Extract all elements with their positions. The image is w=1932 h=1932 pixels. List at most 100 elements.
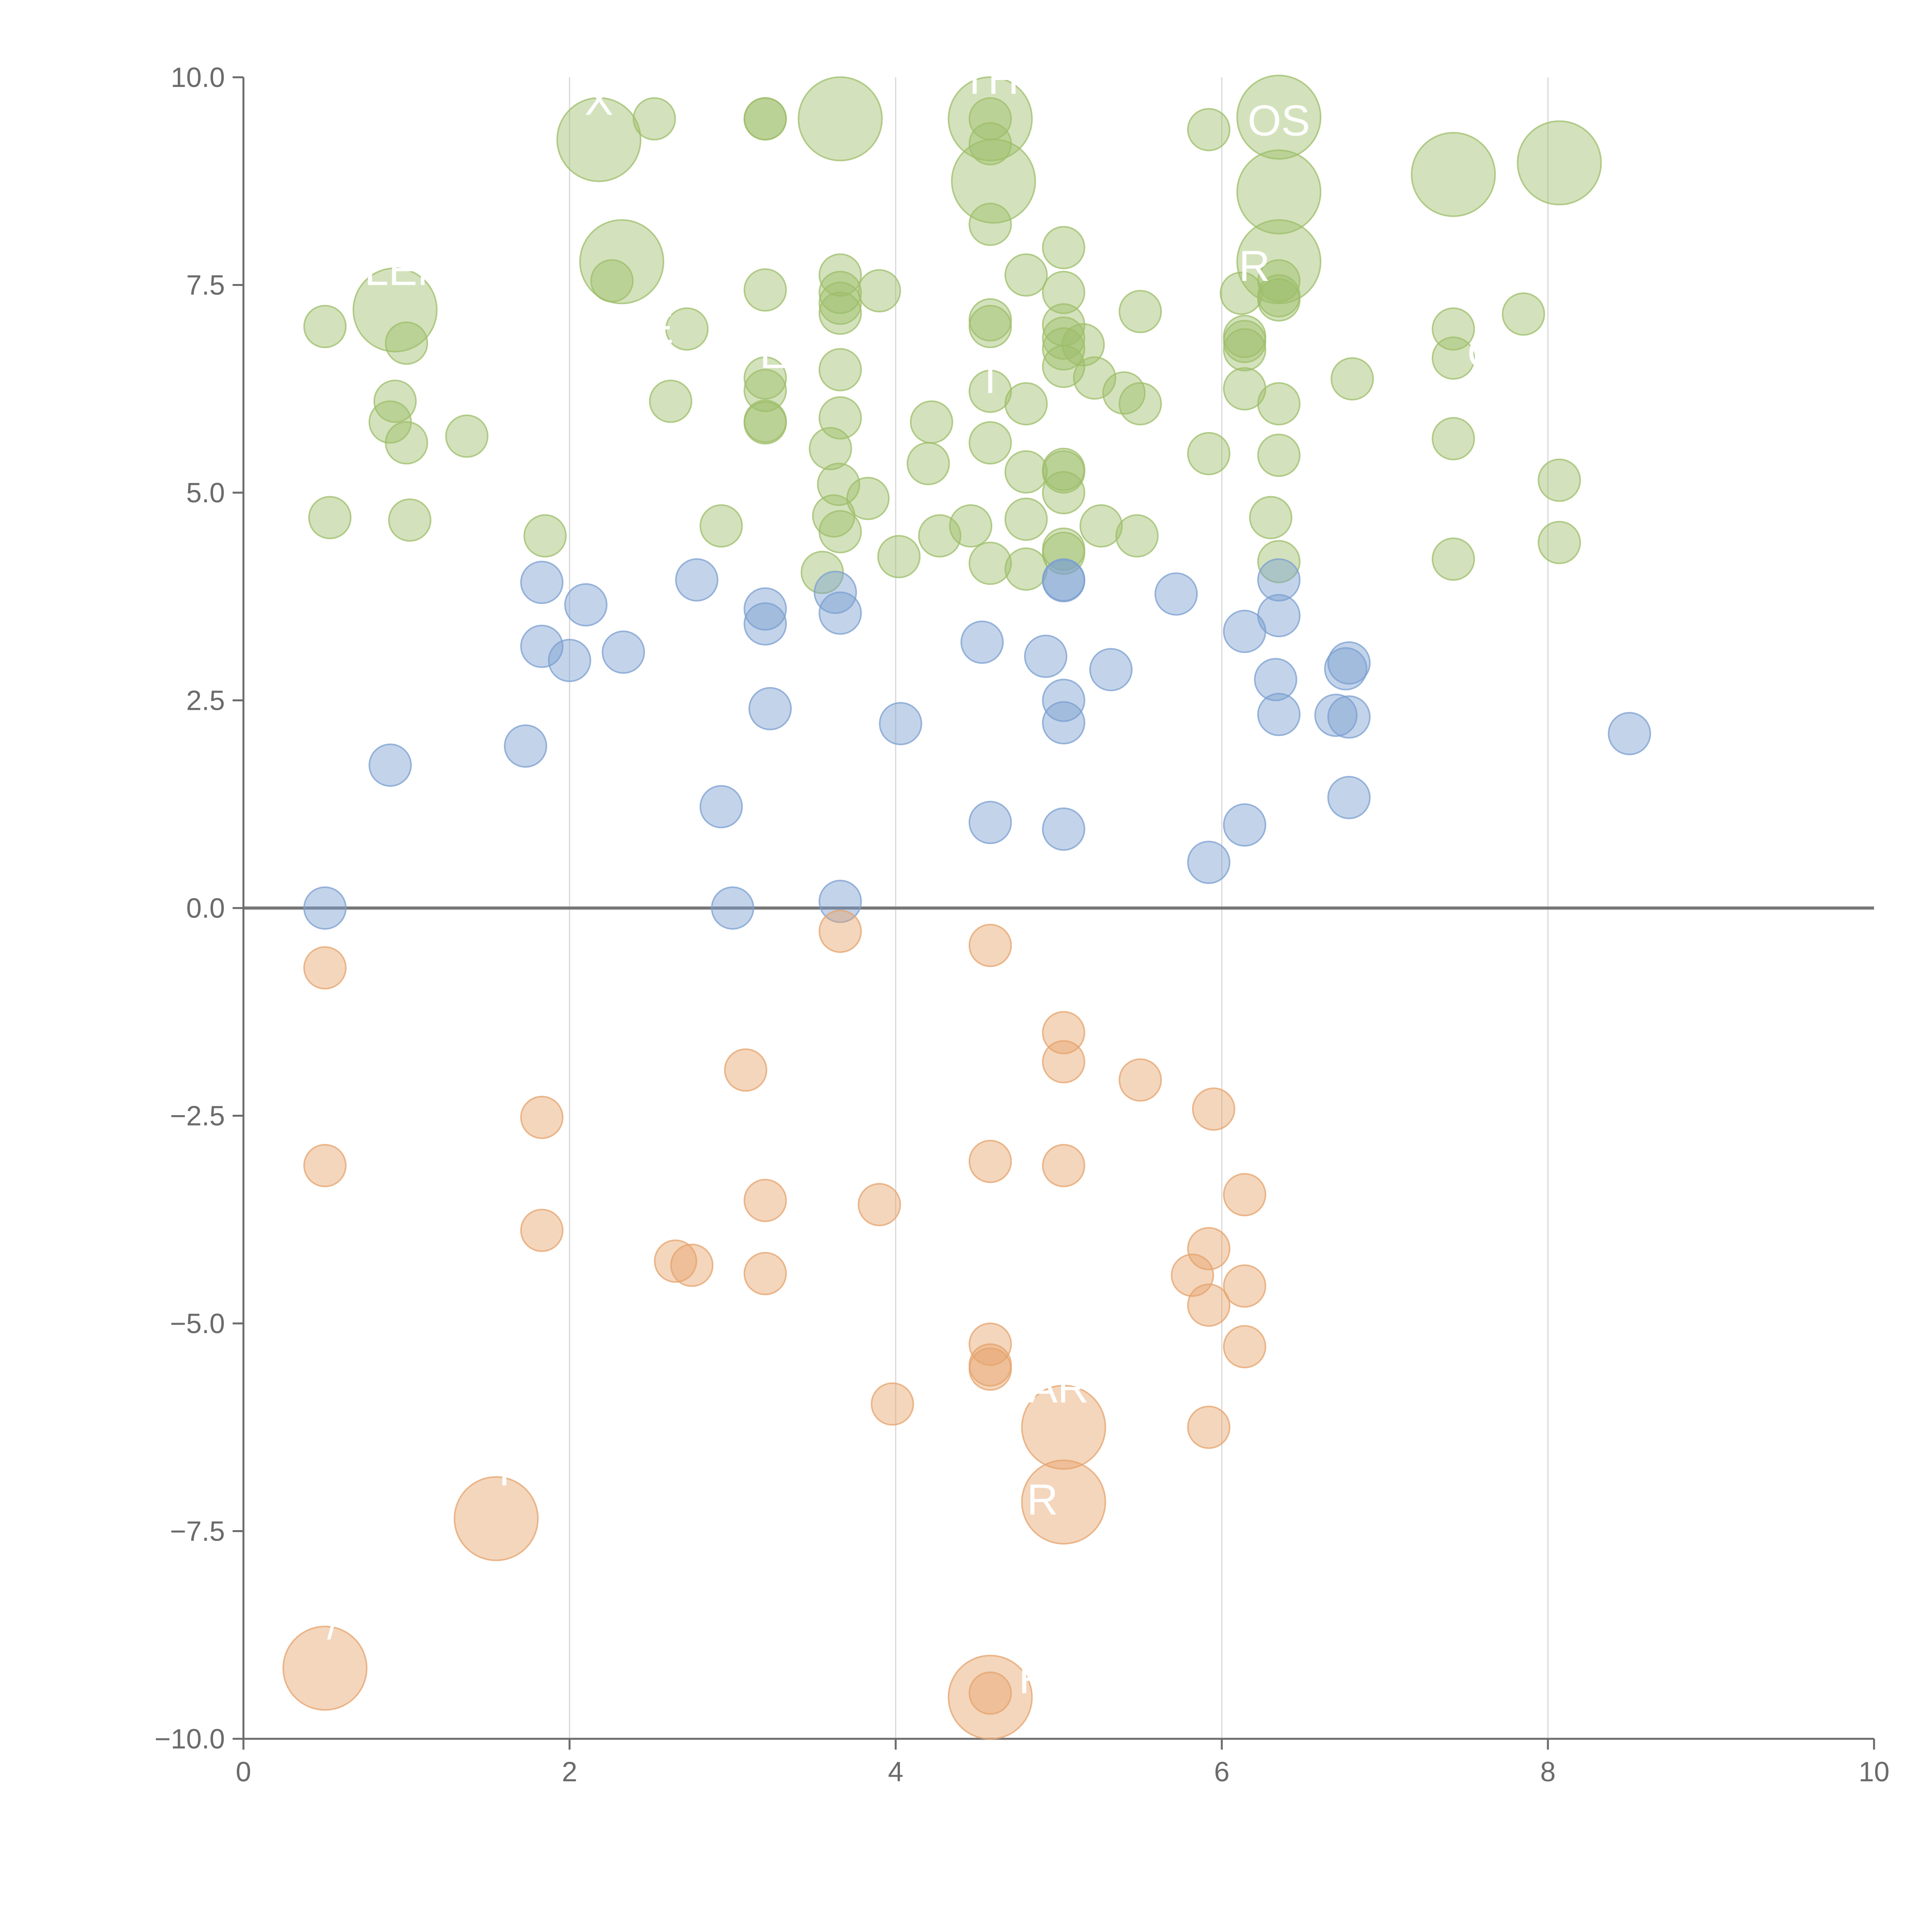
point-blue xyxy=(1223,803,1267,847)
point-green xyxy=(373,379,417,423)
point-green xyxy=(388,498,432,542)
point-green xyxy=(1102,371,1146,415)
x-tick-label: 10 xyxy=(1859,1757,1889,1787)
point-blue xyxy=(1089,648,1133,691)
point-blue xyxy=(1024,634,1068,678)
x-tick-label: 0 xyxy=(236,1757,251,1787)
point-orange xyxy=(1223,1325,1267,1369)
point-green xyxy=(308,496,352,539)
point-green xyxy=(818,291,862,335)
x-tick-label: 4 xyxy=(888,1757,903,1787)
point-label: I xyxy=(984,354,996,402)
y-tick-label: 10.0 xyxy=(171,62,225,93)
x-tick-label: 6 xyxy=(1214,1757,1230,1787)
point-green xyxy=(579,219,665,304)
point-orange xyxy=(968,923,1012,967)
point-blue xyxy=(879,702,922,745)
point-green xyxy=(1236,75,1321,160)
point-green xyxy=(947,76,1033,162)
series-blue xyxy=(303,558,1651,930)
series-green xyxy=(303,75,1602,594)
point-blue xyxy=(675,558,719,602)
point-green xyxy=(699,504,743,548)
point-blue xyxy=(602,630,645,674)
point-green xyxy=(1073,356,1116,400)
point-green xyxy=(1042,226,1085,269)
point-label: X xyxy=(585,76,614,124)
point-blue xyxy=(818,879,862,923)
point-orange xyxy=(654,1239,697,1283)
point-green xyxy=(1004,382,1048,425)
point-green xyxy=(1249,496,1293,539)
y-tick-label: 2.5 xyxy=(186,685,225,716)
point-blue xyxy=(748,687,792,730)
point-orange xyxy=(303,946,347,990)
point-green xyxy=(1042,531,1085,575)
point-green xyxy=(877,535,921,578)
point-orange xyxy=(1187,1283,1231,1327)
point-blue xyxy=(711,886,754,930)
point-orange xyxy=(1042,1040,1085,1083)
point-blue xyxy=(504,724,548,768)
point-blue xyxy=(1257,693,1301,736)
point-green xyxy=(968,298,1012,342)
point-label: OS xyxy=(1248,97,1310,145)
point-green xyxy=(385,321,428,365)
point-orange xyxy=(743,1179,787,1222)
point-blue xyxy=(699,785,743,828)
point-orange xyxy=(520,1095,564,1139)
point-green xyxy=(1115,514,1159,558)
point-label: T xyxy=(491,1446,517,1495)
point-orange xyxy=(670,1243,714,1287)
point-blue xyxy=(564,583,608,627)
point-blue xyxy=(368,743,412,787)
point-green xyxy=(1223,367,1267,411)
point-green xyxy=(556,97,641,182)
point-orange xyxy=(818,910,862,953)
point-green xyxy=(968,202,1012,246)
point-green xyxy=(968,421,1012,464)
x-tick-label: 2 xyxy=(562,1757,577,1787)
y-tick-label: 0.0 xyxy=(186,893,225,924)
point-green xyxy=(818,281,862,325)
point-blue xyxy=(960,621,1004,664)
point-green xyxy=(1004,253,1048,297)
point-orange xyxy=(1223,1264,1267,1308)
point-green xyxy=(906,442,950,485)
data-points xyxy=(282,75,1651,1740)
point-orange xyxy=(1187,1227,1231,1270)
point-orange xyxy=(968,1139,1012,1183)
point-green xyxy=(352,267,438,352)
point-green xyxy=(857,269,901,313)
point-orange xyxy=(724,1048,767,1092)
point-green xyxy=(665,307,709,351)
point-blue xyxy=(1154,572,1198,616)
point-blue xyxy=(1314,694,1358,737)
point-blue xyxy=(968,801,1012,844)
point-orange xyxy=(520,1209,564,1252)
point-orange xyxy=(282,1626,367,1711)
point-green xyxy=(817,463,861,506)
point-green xyxy=(1004,497,1048,541)
point-orange xyxy=(947,1655,1033,1740)
point-green xyxy=(949,504,993,548)
y-tick-label: 5.0 xyxy=(186,478,225,509)
point-blue xyxy=(743,602,787,646)
point-orange xyxy=(1042,1144,1085,1187)
point-green xyxy=(968,541,1012,585)
point-label: C xyxy=(1467,329,1498,378)
point-orange xyxy=(1187,1405,1231,1449)
point-blue xyxy=(1608,712,1651,755)
point-blue xyxy=(818,591,862,635)
point-blue xyxy=(520,624,564,668)
y-tick-label: −2.5 xyxy=(170,1101,225,1132)
point-orange xyxy=(1021,1459,1106,1545)
point-green xyxy=(1042,471,1085,514)
point-green xyxy=(1432,537,1475,581)
point-blue xyxy=(1324,647,1367,690)
point-green xyxy=(1411,132,1496,217)
point-green xyxy=(743,97,787,141)
point-green xyxy=(1004,450,1048,494)
point-green xyxy=(1432,417,1475,461)
